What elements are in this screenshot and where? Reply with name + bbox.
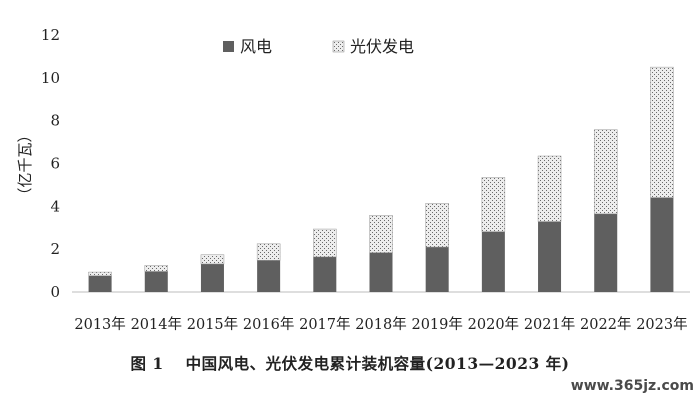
figure-number: 图 1 — [130, 354, 164, 373]
x-tick-label: 2020年 — [468, 316, 519, 333]
x-tick-label: 2016年 — [243, 316, 294, 333]
bar-segment-solar — [256, 243, 281, 261]
legend-label-solar: 光伏发电 — [350, 37, 414, 56]
bar-segment-wind — [650, 197, 674, 292]
y-tick-label: 12 — [41, 26, 60, 44]
y-tick-label: 2 — [50, 240, 60, 258]
x-tick-label: 2023年 — [636, 316, 687, 333]
bar-segment-solar — [425, 203, 449, 248]
legend-label-wind: 风电 — [240, 37, 272, 56]
bar-segment-solar — [650, 66, 674, 198]
bar-segment-solar — [369, 215, 393, 253]
watermark: www.365jz.com — [570, 378, 694, 394]
x-tick-label: 2014年 — [131, 316, 182, 333]
legend-swatch-solar — [332, 40, 345, 53]
bar-segment-wind — [144, 271, 168, 292]
figure-caption-text: 中国风电、光伏发电累计装机容量(2013—2023 年) — [185, 354, 570, 373]
bars — [88, 66, 674, 292]
y-tick-label: 4 — [50, 197, 60, 215]
bar-segment-wind — [369, 252, 393, 292]
bar-segment-solar — [200, 254, 225, 265]
bar-segment-solar — [537, 155, 562, 222]
bar-segment-wind — [313, 256, 337, 292]
bar-segment-solar — [88, 271, 112, 276]
y-axis-label: （亿千瓦） — [16, 127, 34, 202]
bar-segment-wind — [538, 221, 562, 292]
x-tick-label: 2015年 — [187, 316, 238, 333]
bar-segment-solar — [313, 228, 337, 258]
bar-segment-solar — [144, 265, 169, 272]
bar-segment-wind — [594, 213, 618, 292]
bar-segment-solar — [593, 129, 618, 215]
x-tick-label: 2017年 — [299, 316, 350, 333]
x-tick-label: 2018年 — [355, 316, 406, 333]
x-tick-label: 2022年 — [580, 316, 631, 333]
bar-segment-wind — [257, 260, 281, 292]
y-tick-label: 0 — [50, 283, 60, 301]
bar-segment-wind — [425, 247, 449, 292]
legend-swatch-wind — [223, 41, 234, 52]
legend: 风电 光伏发电 — [223, 37, 414, 56]
y-tick-label: 8 — [50, 112, 60, 130]
bar-segment-wind — [481, 231, 505, 292]
axes: 0 2 4 6 8 10 12 2013年 2014年 2015年 2016年 2017年 2018年 2… — [41, 26, 690, 333]
x-tick-label: 2013年 — [74, 316, 125, 333]
y-tick-label: 6 — [50, 155, 60, 173]
stacked-bar-chart: 0 2 4 6 8 10 12 2013年 2014年 2015年 2016年 2017年 2018年 2… — [16, 26, 690, 333]
x-tick-label: 2021年 — [524, 316, 575, 333]
bar-segment-wind — [200, 263, 224, 292]
y-tick-label: 10 — [41, 69, 60, 87]
figure-caption: 图 1 中国风电、光伏发电累计装机容量(2013—2023 年) — [0, 352, 700, 374]
bar-segment-wind — [88, 275, 112, 292]
x-tick-label: 2019年 — [411, 316, 462, 333]
bar-segment-solar — [481, 177, 506, 232]
